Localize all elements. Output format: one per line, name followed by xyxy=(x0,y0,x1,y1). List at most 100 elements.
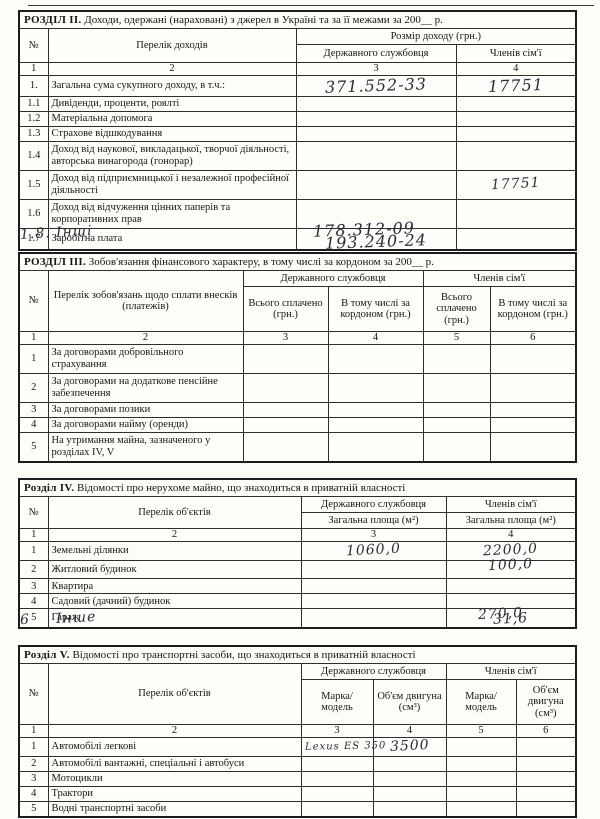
table-row: 1 Автомобілі легкові Lexus ES 350 3500 xyxy=(18,737,577,757)
cell-servant-brand xyxy=(300,800,374,818)
cell-servant-value: 193.240-24 xyxy=(295,227,457,253)
section-ii-text: Доходи, одержані (нараховані) з джерел в… xyxy=(84,14,443,26)
column-numbers-row: 1 2 3 4 5 6 xyxy=(18,331,577,346)
table-row: 1.2 Матеріальна допомога xyxy=(18,110,577,127)
col-header-servant: Державного службовця xyxy=(242,270,424,288)
cell-no: 1 xyxy=(18,344,49,375)
col-header-no: № xyxy=(18,496,49,530)
cell-no: 3 xyxy=(18,770,49,787)
section-title-row: Розділ IV. Відомості про нерухоме майно,… xyxy=(18,478,577,498)
cell-servant-value xyxy=(295,140,457,171)
cell-label: Страхове відшкодування xyxy=(47,125,297,142)
cell-no: 1.6 xyxy=(18,198,49,229)
cell-value xyxy=(422,417,491,434)
cell-family-value: 100,0 xyxy=(445,556,577,580)
cell-family-brand xyxy=(445,737,517,757)
cell-label: Трактори xyxy=(47,785,302,802)
cell-label: Земельні ділянки xyxy=(47,541,302,561)
col-number: 4 xyxy=(372,724,447,739)
cell-family-volume xyxy=(515,785,577,802)
handwritten-car-volume-servant: 3500 xyxy=(389,737,430,756)
cell-family-volume xyxy=(515,770,577,787)
table-row: 2 За договорами на додаткове пенсійне за… xyxy=(18,373,577,404)
table-row: 1.1 Дивіденди, проценти, роялті xyxy=(18,95,577,112)
cell-no: 1 xyxy=(18,541,49,561)
table-row: 3 Квартира xyxy=(18,578,577,595)
col-number: 5 xyxy=(422,331,491,346)
section-ii-title: РОЗДІЛ II. Доходи, одержані (нараховані)… xyxy=(18,10,577,30)
col-number: 2 xyxy=(47,331,244,346)
cell-value xyxy=(327,432,424,463)
cell-label: Дивіденди, проценти, роялті xyxy=(47,95,297,112)
handwritten-total-servant: 371.552-33 xyxy=(324,74,428,97)
col-number: 4 xyxy=(455,62,577,77)
table-row: 5 Гараж 31,6 xyxy=(18,608,577,629)
section-iv-text: Відомості про нерухоме майно, що знаходи… xyxy=(77,482,406,494)
cell-label: За договорами на додаткове пенсійне забе… xyxy=(47,373,244,404)
scan-artifact-line xyxy=(28,5,594,6)
cell-family-brand xyxy=(445,785,517,802)
col-number: 5 xyxy=(445,724,517,739)
column-numbers-row: 1 2 3 4 5 6 xyxy=(18,724,577,739)
cell-family-value xyxy=(445,578,577,595)
col-number: 4 xyxy=(445,528,577,543)
col-header-paid-abroad: В тому числі за кордоном (грн.) xyxy=(489,286,577,333)
cell-label: Житловий будинок xyxy=(47,559,302,580)
cell-servant-value xyxy=(300,559,447,580)
header-row: Державного службовця Членів сім'ї xyxy=(19,44,577,64)
col-header-paid-abroad: В тому числі за кордоном (грн.) xyxy=(327,286,424,333)
cell-no: 1 xyxy=(18,737,49,757)
cell-label: Доход від підприємницької і незалежної п… xyxy=(47,169,297,200)
cell-no: 4 xyxy=(18,417,49,434)
cell-no: 3 xyxy=(18,578,49,595)
cell-family-value xyxy=(455,140,577,171)
table-row: 1.7 Заробітна плата 193.240-24 xyxy=(18,227,577,253)
cell-family-value xyxy=(455,110,577,127)
handwritten-other-income-servant: 178.312-09 xyxy=(312,218,416,241)
cell-value xyxy=(327,417,424,434)
section-iv-label: Розділ IV. xyxy=(24,482,75,494)
cell-value xyxy=(422,373,491,404)
handwritten-row-other-income: 1.8. Інші 178.312-09 xyxy=(18,218,575,248)
table-row: 5 На утримання майна, зазначеного у розд… xyxy=(18,432,577,463)
handwritten-row-other-property: 6 Інше 270,0 xyxy=(18,605,575,634)
cell-servant-brand: Lexus ES 350 xyxy=(300,737,386,757)
cell-label: Квартира xyxy=(47,578,302,595)
col-number: 2 xyxy=(47,724,302,739)
col-number: 1 xyxy=(18,331,49,346)
cell-value xyxy=(422,344,491,375)
cell-value xyxy=(327,373,424,404)
cell-no: 4 xyxy=(18,593,49,610)
cell-servant-value xyxy=(295,110,457,127)
col-number: 1 xyxy=(18,528,49,543)
table-row: 5 Водні транспортні засоби xyxy=(18,800,577,818)
col-header-engine-volume: Об'єм двигуна (см³) xyxy=(515,679,577,726)
handwritten-label-other: Інші xyxy=(55,223,93,241)
cell-no: 1.3 xyxy=(18,125,49,142)
cell-family-value: 17751 xyxy=(455,75,577,97)
handwritten-label-other: Інше xyxy=(55,608,97,628)
cell-label: Водні транспортні засоби xyxy=(47,800,302,818)
cell-no: 2 xyxy=(18,559,49,580)
header-row: Марка/ модель Об'єм двигуна (см³) Марка/… xyxy=(19,679,577,726)
header-row: Загальна площа (м²) Загальна площа (м²) xyxy=(19,512,577,530)
cell-family-brand xyxy=(445,755,517,772)
col-header-no: № xyxy=(18,28,49,64)
handwritten-other-area-family: 270,0 xyxy=(477,604,524,624)
cell-family-value xyxy=(455,95,577,112)
cell-family-volume xyxy=(515,737,577,757)
col-number: 3 xyxy=(242,331,329,346)
table-row: 1.3 Страхове відшкодування xyxy=(18,125,577,142)
table-row: 4 Трактори xyxy=(18,785,577,802)
cell-servant-value xyxy=(300,593,447,610)
cell-servant-value xyxy=(295,95,457,112)
cell-label: Доход від відчуження цінних паперів та к… xyxy=(47,198,297,229)
cell-servant-value: 1060,0 xyxy=(300,541,447,561)
handwritten-no: 6 xyxy=(19,611,31,629)
section-v-text: Відомості про транспортні засоби, що зна… xyxy=(72,649,416,661)
col-number: 3 xyxy=(295,62,457,77)
table-row: 1.4 Доход від наукової, викладацької, тв… xyxy=(18,140,577,171)
cell-value xyxy=(242,344,329,375)
cell-label: Садовий (дачний) будинок xyxy=(47,593,302,610)
cell-value xyxy=(327,402,424,419)
